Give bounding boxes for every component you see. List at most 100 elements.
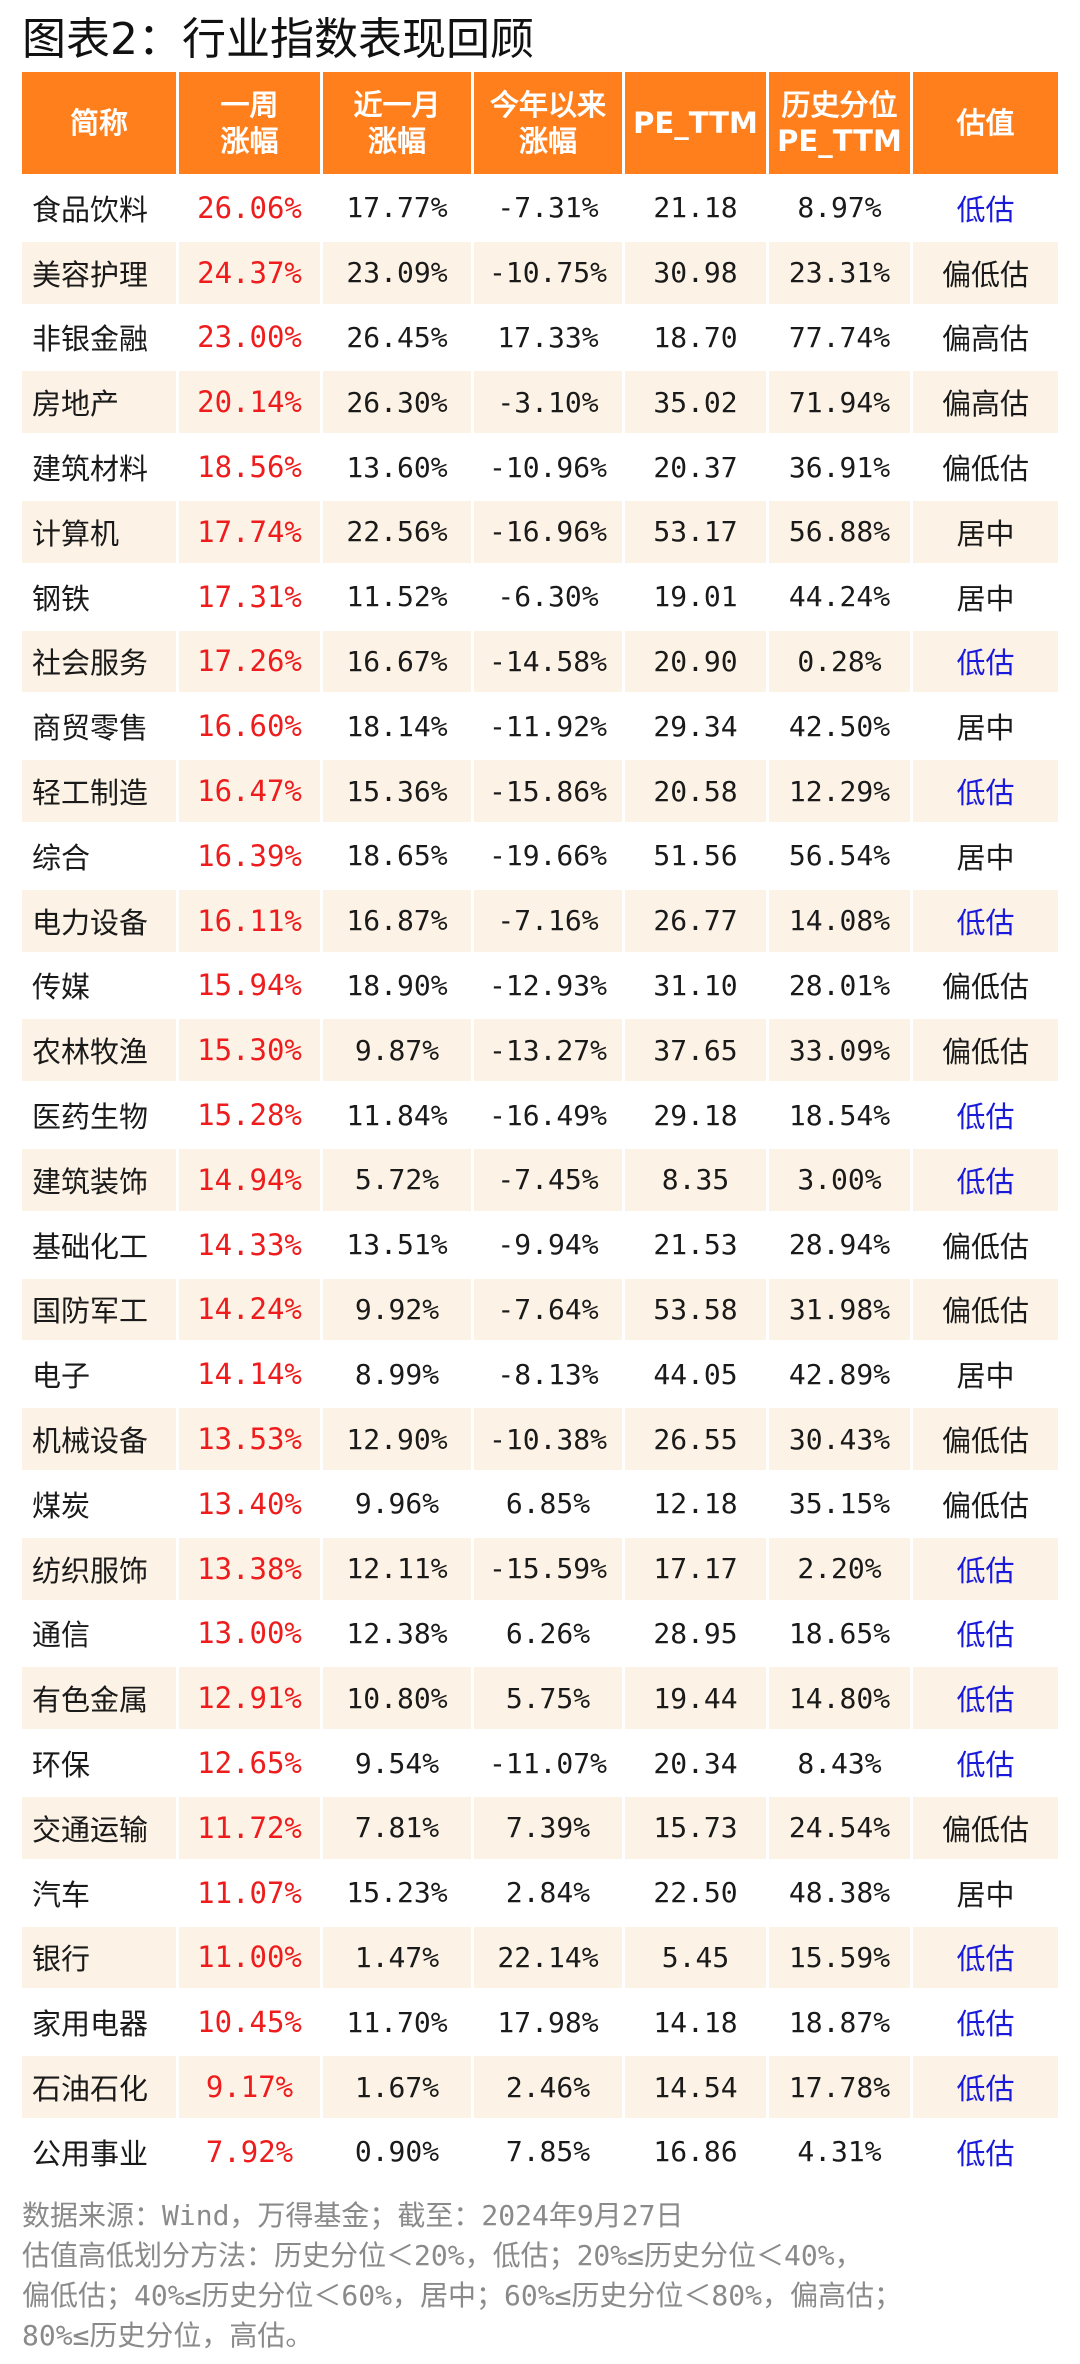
cell-pe-percentile: 4.31%: [769, 2120, 913, 2183]
cell-pe-ttm: 22.50: [625, 1861, 769, 1924]
table-row: 煤炭 13.40% 9.96% 6.85% 12.18 35.15% 偏低估: [22, 1469, 1058, 1535]
cell-week-change: 17.74%: [179, 500, 323, 563]
cell-name: 商贸零售: [22, 695, 179, 758]
cell-name: 电子: [22, 1343, 179, 1406]
cell-valuation: 低估: [913, 1148, 1058, 1211]
cell-month-change: 26.45%: [323, 306, 474, 369]
cell-ytd-change: 17.98%: [474, 1991, 625, 2054]
cell-pe-percentile: 17.78%: [769, 2056, 913, 2118]
cell-week-change: 11.72%: [179, 1796, 323, 1859]
cell-pe-percentile: 35.15%: [769, 1472, 913, 1535]
cell-name: 通信: [22, 1602, 179, 1665]
cell-pe-percentile: 8.43%: [769, 1732, 913, 1794]
cell-name: 基础化工: [22, 1213, 179, 1276]
header-week-change-line-2: 涨幅: [220, 124, 279, 158]
cell-week-change: 15.94%: [179, 954, 323, 1017]
cell-ytd-change: -15.59%: [474, 1537, 625, 1600]
cell-pe-percentile: 8.97%: [769, 177, 913, 239]
cell-valuation: 偏高估: [913, 306, 1058, 369]
cell-month-change: 15.36%: [323, 760, 474, 822]
source-note: 数据来源：Wind，万得基金；截至：2024年9月27日: [22, 2199, 684, 2232]
cell-pe-ttm: 19.01: [625, 565, 769, 628]
header-week-change-line-1: 一周: [220, 88, 279, 122]
cell-name: 交通运输: [22, 1796, 179, 1859]
cell-name: 汽车: [22, 1861, 179, 1924]
cell-valuation: 低估: [913, 760, 1058, 822]
cell-name: 国防军工: [22, 1278, 179, 1341]
cell-name: 纺织服饰: [22, 1537, 179, 1600]
cell-month-change: 15.23%: [323, 1861, 474, 1924]
cell-pe-percentile: 31.98%: [769, 1278, 913, 1341]
cell-pe-percentile: 14.80%: [769, 1667, 913, 1730]
table-row: 有色金属 12.91% 10.80% 5.75% 19.44 14.80% 低估: [22, 1664, 1058, 1730]
cell-week-change: 14.14%: [179, 1343, 323, 1406]
cell-week-change: 14.94%: [179, 1148, 323, 1211]
cell-pe-ttm: 26.55: [625, 1408, 769, 1470]
cell-month-change: 16.67%: [323, 630, 474, 693]
cell-ytd-change: -16.96%: [474, 500, 625, 563]
table-row: 传媒 15.94% 18.90% -12.93% 31.10 28.01% 偏低估: [22, 951, 1058, 1017]
cell-valuation: 居中: [913, 1343, 1058, 1406]
cell-pe-ttm: 21.18: [625, 177, 769, 239]
cell-pe-percentile: 3.00%: [769, 1148, 913, 1211]
cell-pe-percentile: 48.38%: [769, 1861, 913, 1924]
cell-ytd-change: -13.27%: [474, 1019, 625, 1082]
table-row: 食品饮料 26.06% 17.77% -7.31% 21.18 8.97% 低估: [22, 174, 1058, 239]
cell-pe-ttm: 18.70: [625, 306, 769, 369]
cell-pe-percentile: 14.08%: [769, 889, 913, 952]
cell-week-change: 20.14%: [179, 371, 323, 434]
cell-pe-percentile: 42.89%: [769, 1343, 913, 1406]
cell-pe-ttm: 35.02: [625, 371, 769, 434]
header-pe-percentile-line-1: 历史分位: [781, 88, 898, 122]
cell-valuation: 偏低估: [913, 1019, 1058, 1082]
cell-name: 传媒: [22, 954, 179, 1017]
cell-valuation: 低估: [913, 1537, 1058, 1600]
cell-valuation: 低估: [913, 177, 1058, 239]
cell-pe-percentile: 23.31%: [769, 241, 913, 304]
header-valuation: 估值: [913, 72, 1058, 174]
cell-month-change: 23.09%: [323, 241, 474, 304]
cell-ytd-change: -6.30%: [474, 565, 625, 628]
cell-week-change: 13.38%: [179, 1537, 323, 1600]
cell-valuation: 居中: [913, 565, 1058, 628]
table-row: 通信 13.00% 12.38% 6.26% 28.95 18.65% 低估: [22, 1599, 1058, 1665]
cell-valuation: 低估: [913, 1926, 1058, 1989]
cell-pe-ttm: 12.18: [625, 1472, 769, 1535]
cell-pe-percentile: 18.87%: [769, 1991, 913, 2054]
cell-week-change: 17.26%: [179, 630, 323, 693]
cell-name: 非银金融: [22, 306, 179, 369]
cell-month-change: 11.70%: [323, 1991, 474, 2054]
cell-pe-percentile: 28.94%: [769, 1213, 913, 1276]
cell-month-change: 22.56%: [323, 500, 474, 563]
header-valuation-line-1: 估值: [956, 106, 1015, 140]
cell-week-change: 7.92%: [179, 2120, 323, 2183]
cell-pe-percentile: 2.20%: [769, 1537, 913, 1600]
cell-valuation: 居中: [913, 1861, 1058, 1924]
cell-week-change: 13.00%: [179, 1602, 323, 1665]
cell-ytd-change: -7.31%: [474, 177, 625, 239]
cell-valuation: 居中: [913, 500, 1058, 563]
cell-pe-ttm: 5.45: [625, 1926, 769, 1989]
cell-valuation: 低估: [913, 889, 1058, 952]
table-row: 电子 14.14% 8.99% -8.13% 44.05 42.89% 居中: [22, 1340, 1058, 1406]
cell-pe-ttm: 53.17: [625, 500, 769, 563]
header-name: 简称: [22, 72, 179, 174]
cell-pe-percentile: 56.88%: [769, 500, 913, 563]
header-pe-ttm: PE_TTM: [625, 72, 769, 174]
cell-pe-ttm: 44.05: [625, 1343, 769, 1406]
header-name-line-1: 简称: [69, 106, 128, 140]
cell-name: 公用事业: [22, 2120, 179, 2183]
cell-month-change: 9.54%: [323, 1732, 474, 1794]
cell-ytd-change: 17.33%: [474, 306, 625, 369]
cell-month-change: 1.67%: [323, 2056, 474, 2118]
table-row: 家用电器 10.45% 11.70% 17.98% 14.18 18.87% 低估: [22, 1988, 1058, 2054]
table-row: 国防军工 14.24% 9.92% -7.64% 53.58 31.98% 偏低估: [22, 1275, 1058, 1341]
cell-valuation: 偏低估: [913, 1472, 1058, 1535]
cell-pe-ttm: 21.53: [625, 1213, 769, 1276]
cell-pe-ttm: 29.34: [625, 695, 769, 758]
cell-month-change: 9.96%: [323, 1472, 474, 1535]
cell-pe-percentile: 18.65%: [769, 1602, 913, 1665]
cell-pe-percentile: 71.94%: [769, 371, 913, 434]
cell-name: 家用电器: [22, 1991, 179, 2054]
cell-name: 机械设备: [22, 1408, 179, 1470]
